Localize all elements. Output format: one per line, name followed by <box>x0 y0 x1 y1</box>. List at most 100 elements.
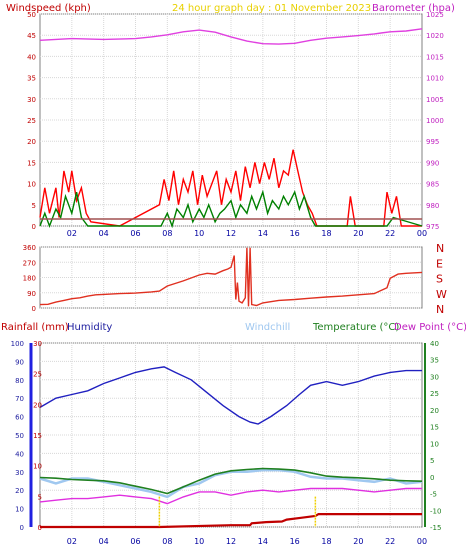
wind-x-tick-label: 20 <box>353 229 363 238</box>
humidity-series-line <box>39 366 422 425</box>
temperature-x-tick-label: 02 <box>67 537 77 546</box>
wind-x-tick-label: 08 <box>162 229 172 238</box>
temperature-tick-label: 40 <box>430 340 439 348</box>
humidity-tick-label: 20 <box>15 487 24 495</box>
rainfall-tick-label: 5 <box>38 493 42 501</box>
temperature-tick-label: 20 <box>430 407 439 415</box>
wind-x-tick-label: 14 <box>258 229 268 238</box>
windspeed-tick-label: 25 <box>27 117 36 125</box>
barometer-tick-label: 985 <box>426 181 439 189</box>
dewpoint-label: Dew Point (°C) <box>394 322 466 333</box>
direction-tick-label: 180 <box>23 275 36 283</box>
temperature-x-tick-label: 08 <box>162 537 172 546</box>
windspeed-tick-label: 50 <box>27 11 36 19</box>
compass-label: N <box>436 242 444 255</box>
humidity-axis-label: Humidity <box>67 322 112 333</box>
temperature-tick-label: -10 <box>430 507 441 515</box>
wind-x-tick-label: 06 <box>130 229 140 238</box>
wind-x-tick-label: 22 <box>385 229 395 238</box>
temperature-x-tick-label: 06 <box>130 537 140 546</box>
barometer-tick-label: 1020 <box>426 32 444 40</box>
barometer-tick-label: 1010 <box>426 75 444 83</box>
humidity-tick-label: 60 <box>15 414 24 422</box>
barometer-tick-label: 975 <box>426 223 439 231</box>
wind-x-tick-label: 00 <box>417 229 427 238</box>
wind-x-tick-label: 16 <box>290 229 300 238</box>
windspeed-tick-label: 45 <box>27 32 36 40</box>
windspeed-tick-label: 40 <box>27 53 36 61</box>
rainfall-tick-label: 10 <box>33 463 42 471</box>
barometer-series-line <box>39 28 423 45</box>
windspeed-axis-label: Windspeed (kph) <box>6 3 91 14</box>
temperature-x-tick-label: 16 <box>290 537 300 546</box>
humidity-tick-label: 0 <box>20 524 24 532</box>
windchill-label: Windchill <box>245 322 290 333</box>
windspeed-tick-label: 15 <box>27 159 36 167</box>
wind-x-tick-label: 04 <box>99 229 109 238</box>
compass-label: W <box>436 288 447 301</box>
temperature-x-tick-label: 10 <box>194 537 204 546</box>
dewpoint-series-line <box>39 487 422 505</box>
humidity-tick-label: 40 <box>15 450 24 458</box>
compass-label: E <box>436 257 443 270</box>
temperature-series-line <box>39 467 423 495</box>
direction-tick-label: 360 <box>23 244 36 252</box>
temperature-x-tick-label: 14 <box>258 537 268 546</box>
wind-x-tick-label: 18 <box>321 229 331 238</box>
windspeed-series-line <box>39 189 423 229</box>
rainfall-tick-label: 20 <box>33 401 42 409</box>
compass-label: N <box>436 303 444 316</box>
wind-x-tick-label: 02 <box>67 229 77 238</box>
humidity-tick-label: 30 <box>15 469 24 477</box>
temperature-x-tick-label: 18 <box>321 537 331 546</box>
humidity-tick-label: 90 <box>15 358 24 366</box>
direction-tick-label: 270 <box>23 259 36 267</box>
direction-tick-label: 90 <box>27 290 36 298</box>
barometer-tick-label: 1025 <box>426 11 444 19</box>
temperature-axis-label: Temperature (°C) <box>312 322 399 333</box>
windspeed-tick-label: 30 <box>27 96 36 104</box>
barometer-tick-label: 1015 <box>426 53 444 61</box>
temperature-tick-label: 5 <box>430 457 434 465</box>
rainfall-axis-label: Rainfall (mm) <box>1 322 69 333</box>
humidity-tick-label: 100 <box>11 340 24 348</box>
temperature-tick-label: 25 <box>430 390 439 398</box>
temperature-tick-label: 0 <box>430 474 434 482</box>
windchill-series-line <box>39 468 423 499</box>
temperature-tick-label: -15 <box>430 524 441 532</box>
barometer-tick-label: 990 <box>426 159 439 167</box>
temperature-x-tick-label: 20 <box>353 537 363 546</box>
humidity-tick-label: 50 <box>15 432 24 440</box>
barometer-axis-label: Barometer (hpa) <box>372 3 455 14</box>
temperature-tick-label: 30 <box>430 373 439 381</box>
barometer-tick-label: 1005 <box>426 96 444 104</box>
graph-title: 24 hour graph day : 01 November 2023 <box>172 3 371 14</box>
temperature-tick-label: 10 <box>430 440 439 448</box>
barometer-tick-label: 980 <box>426 202 439 210</box>
barometer-tick-label: 1000 <box>426 117 444 125</box>
barometer-tick-label: 995 <box>426 138 439 146</box>
temperature-x-tick-label: 12 <box>226 537 236 546</box>
humidity-tick-label: 70 <box>15 395 24 403</box>
windspeed-tick-label: 20 <box>27 138 36 146</box>
rainfall-tick-label: 30 <box>33 340 42 348</box>
temperature-x-tick-label: 22 <box>385 537 395 546</box>
compass-label: S <box>436 273 443 286</box>
humidity-tick-label: 10 <box>15 506 24 514</box>
windspeed-tick-label: 35 <box>27 75 36 83</box>
temperature-x-tick-label: 04 <box>99 537 109 546</box>
rainfall-tick-label: 25 <box>33 371 42 379</box>
windspeed-tick-label: 0 <box>32 223 36 231</box>
wind-x-tick-label: 12 <box>226 229 236 238</box>
windspeed-tick-label: 10 <box>27 181 36 189</box>
wind-direction-series-line <box>39 247 423 307</box>
humidity-tick-label: 80 <box>15 377 24 385</box>
rainfall-tick-label: 0 <box>38 524 42 532</box>
wind-x-tick-label: 10 <box>194 229 204 238</box>
temperature-tick-label: 15 <box>430 424 439 432</box>
temperature-x-tick-label: 00 <box>417 537 427 546</box>
windspeed-tick-label: 5 <box>32 202 36 210</box>
temperature-tick-label: 35 <box>430 357 439 365</box>
rainfall-tick-label: 15 <box>33 432 42 440</box>
